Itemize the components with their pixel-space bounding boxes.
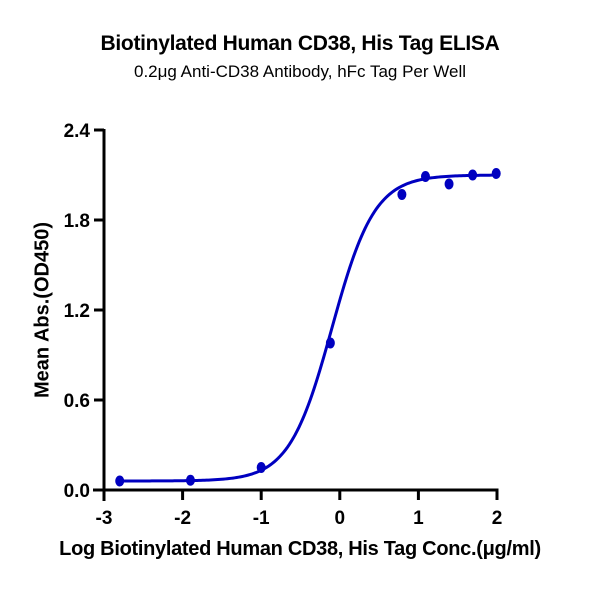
fit-curve (119, 173, 498, 483)
data-point (397, 189, 407, 200)
data-point (491, 168, 501, 179)
chart-title: Biotinylated Human CD38, His Tag ELISA (100, 32, 500, 55)
axes: 0.0 0.6 1.2 1.8 2.4 -3 -2 -1 0 1 2 (64, 121, 503, 529)
data-point (444, 178, 454, 190)
y-tick-label: 1.8 (64, 211, 90, 232)
data-point (325, 337, 335, 349)
x-tick-label: -3 (96, 508, 113, 529)
data-point (185, 474, 195, 486)
data-points (115, 168, 501, 487)
x-tick-label: 2 (492, 508, 503, 529)
y-axis-title: Mean Abs.(OD450) (31, 222, 54, 398)
data-point (420, 171, 430, 182)
y-tick-label: 2.4 (64, 121, 91, 142)
y-tick-label: 1.2 (64, 301, 90, 322)
data-point (115, 475, 125, 487)
x-tick-label: -2 (174, 508, 191, 529)
y-tick-label: 0.0 (64, 481, 90, 502)
x-tick-label: 0 (335, 508, 346, 529)
chart-subtitle: 0.2μg Anti-CD38 Antibody, hFc Tag Per We… (133, 62, 467, 81)
x-axis-title: Log Biotinylated Human CD38, His Tag Con… (59, 538, 541, 560)
data-point (468, 169, 478, 181)
data-point (256, 462, 266, 473)
x-tick-label: -1 (253, 508, 270, 529)
fit-curve-path (119, 173, 498, 483)
x-tick-label: 1 (413, 508, 424, 529)
y-tick-label: 0.6 (64, 391, 90, 412)
